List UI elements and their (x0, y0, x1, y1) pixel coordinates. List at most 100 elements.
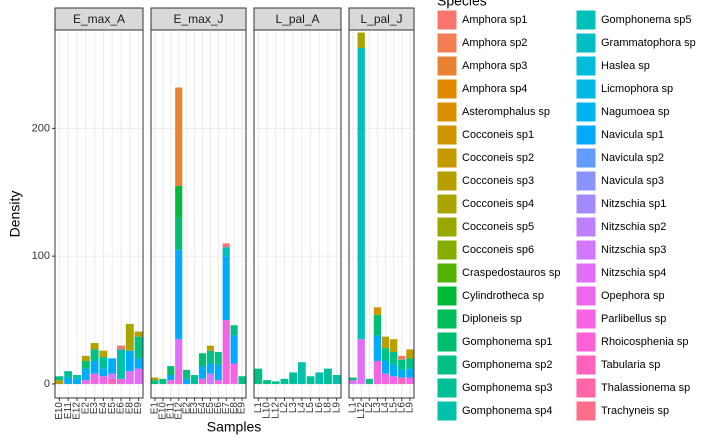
legend-key (436, 193, 458, 215)
legend-label: Cocconeis sp5 (462, 221, 534, 233)
legend-key (436, 262, 458, 284)
legend-label: Cocconeis sp4 (462, 198, 534, 210)
bar-segment (365, 378, 373, 384)
panel-border (54, 29, 144, 399)
legend-label: Cylindrotheca sp (462, 290, 544, 302)
legend-key (436, 32, 458, 54)
bar-segment (222, 243, 230, 248)
legend-key (436, 239, 458, 261)
legend-label: Navicula sp3 (601, 175, 664, 187)
bar-segment (373, 335, 382, 361)
x-tick-label: L2 (279, 402, 290, 414)
bar-segment (381, 360, 390, 374)
x-tick-label: E9 (133, 402, 144, 415)
bar-segment (357, 47, 365, 340)
bar-segment (357, 32, 365, 48)
bar-segment (183, 369, 191, 379)
bar-segment (406, 358, 414, 369)
legend-key (436, 216, 458, 238)
legend-key (575, 308, 597, 330)
x-tick-label: L1 (253, 402, 264, 414)
bar-segment (306, 376, 315, 384)
legend-key (436, 285, 458, 307)
panel-background (151, 30, 246, 398)
legend-key (575, 55, 597, 77)
legend-key (436, 55, 458, 77)
bar-segment (390, 364, 398, 377)
bar-segment (381, 373, 390, 384)
x-tick-label: E12 (72, 402, 83, 420)
bar-segment (134, 331, 143, 337)
bar-segment (214, 380, 222, 384)
legend-label: Gomphonema sp3 (462, 382, 553, 394)
x-tick-label: L5 (388, 402, 399, 414)
bar-segment (175, 339, 183, 369)
bar-segment (125, 323, 134, 351)
legend-label: Navicula sp2 (601, 152, 664, 164)
bar-segment (151, 380, 159, 384)
x-tick-label: E3 (189, 402, 200, 415)
bar-segment (398, 355, 406, 360)
x-tick-label: E5 (205, 402, 216, 415)
bar-segment (198, 366, 207, 379)
legend-key (575, 101, 597, 123)
x-tick-label: L5 (305, 402, 316, 414)
bar-segment (357, 339, 365, 384)
legend-label: Nitzschia sp1 (601, 198, 666, 210)
bar-segment (117, 349, 125, 379)
bar-segment (81, 360, 90, 369)
bar-segment (406, 377, 414, 384)
legend-key (436, 147, 458, 169)
bar-segment (206, 363, 214, 374)
bar-segment (198, 378, 207, 384)
bar-segment (81, 380, 90, 384)
strip-label: L_pal_A (275, 12, 319, 26)
legend-key (436, 9, 458, 31)
bar-segment (289, 372, 298, 384)
legend-label: Nitzschia sp2 (601, 221, 666, 233)
legend-label: Craspedostauros sp (462, 267, 560, 279)
bar-segment (390, 339, 398, 352)
bar-segment (190, 375, 199, 384)
bar-segment (214, 352, 222, 365)
legend-label: Amphora sp4 (462, 83, 527, 95)
bar-segment (117, 345, 125, 350)
bar-segment (167, 375, 175, 381)
legend-label: Asteromphalus sp (462, 106, 550, 118)
bar-segment (108, 373, 117, 379)
bar-segment (230, 363, 238, 384)
legend-key (575, 331, 597, 353)
bar-segment (167, 366, 175, 375)
legend-label: Amphora sp3 (462, 60, 527, 72)
x-tick-label: E6 (213, 402, 224, 415)
bar-segment (297, 362, 306, 384)
legend-key (575, 216, 597, 238)
x-tick-label: L4 (296, 402, 307, 414)
x-tick-label: L12 (356, 402, 367, 419)
bar-segment (406, 368, 414, 378)
bar-segment (108, 358, 117, 374)
legend-key (575, 78, 597, 100)
bar-segment (206, 350, 214, 364)
bar-segment (99, 376, 108, 384)
bar-segment (64, 371, 73, 378)
bar-segment (90, 343, 99, 350)
x-tick-label: L9 (331, 402, 342, 414)
legend-label: Trachyneis sp (601, 405, 669, 417)
bar-segment (183, 378, 191, 384)
bar-segment (222, 247, 230, 257)
x-tick-label: E3 (89, 402, 100, 415)
legend-key (575, 193, 597, 215)
bar-segment (271, 381, 280, 384)
legend-label: Cocconeis sp1 (462, 129, 534, 141)
legend-key (575, 239, 597, 261)
strip-label: E_max_A (73, 12, 125, 26)
bar-segment (175, 185, 183, 218)
bar-segment (373, 360, 382, 384)
bar-segment (90, 373, 99, 384)
legend-label: Cocconeis sp6 (462, 244, 534, 256)
legend-label: Diploneis sp (462, 313, 522, 325)
bar-segment (390, 376, 398, 384)
x-tick-label: E8 (229, 402, 240, 415)
